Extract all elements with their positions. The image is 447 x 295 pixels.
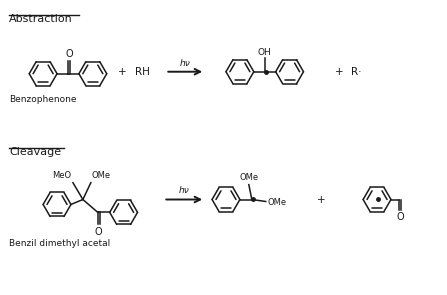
- Text: Benzil dimethyl acetal: Benzil dimethyl acetal: [9, 239, 110, 248]
- Text: +: +: [118, 67, 127, 77]
- Text: OH: OH: [258, 48, 272, 57]
- Text: OMe: OMe: [92, 171, 111, 180]
- Text: O: O: [65, 49, 73, 59]
- Text: O: O: [95, 227, 103, 237]
- Text: MeO: MeO: [52, 171, 71, 180]
- Text: OMe: OMe: [239, 173, 258, 182]
- Text: Cleavage: Cleavage: [9, 147, 62, 157]
- Text: R·: R·: [351, 67, 362, 77]
- Text: Abstraction: Abstraction: [9, 14, 73, 24]
- Text: +: +: [317, 194, 326, 204]
- Text: O: O: [396, 212, 404, 222]
- Text: RH: RH: [135, 67, 149, 77]
- Text: Benzophenone: Benzophenone: [9, 94, 77, 104]
- Text: hν: hν: [180, 59, 190, 68]
- Text: OMe: OMe: [268, 198, 287, 207]
- Text: hν: hν: [179, 186, 190, 195]
- Text: +: +: [335, 67, 344, 77]
